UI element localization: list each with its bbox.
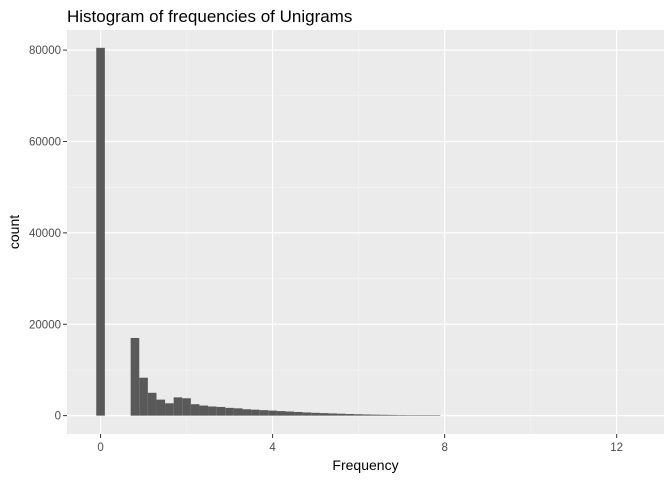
x-axis-title: Frequency — [332, 457, 398, 473]
plot-panel — [67, 30, 664, 434]
x-tick-label: 4 — [269, 442, 276, 454]
histogram-bar — [225, 407, 234, 416]
y-axis: 0 20000 40000 60000 80000 — [29, 45, 67, 423]
histogram-bar — [147, 392, 157, 416]
y-tick-label: 40000 — [29, 228, 61, 240]
x-tick-label: 8 — [441, 442, 447, 454]
y-tick-label: 20000 — [29, 319, 61, 331]
histogram-bar — [233, 408, 243, 416]
histogram-bar — [165, 403, 174, 416]
histogram-bar — [182, 398, 191, 416]
histogram-bar — [276, 411, 286, 416]
y-axis-title: count — [6, 215, 22, 249]
histogram-bar — [208, 406, 217, 416]
histogram-bar — [423, 415, 432, 416]
y-tick-label: 60000 — [29, 136, 61, 148]
y-tick-label: 80000 — [29, 45, 61, 57]
chart-title: Histogram of frequencies of Unigrams — [67, 7, 352, 26]
histogram-bar — [354, 414, 363, 416]
histogram-bar — [216, 406, 226, 416]
histogram-bar — [139, 377, 148, 416]
histogram-bar — [431, 415, 441, 416]
histogram-bar — [251, 409, 260, 416]
histogram-bar — [311, 412, 320, 416]
histogram-bar — [259, 410, 269, 416]
histogram-bar — [302, 412, 312, 416]
x-tick-label: 12 — [610, 442, 623, 454]
x-axis: 0 4 8 12 — [97, 434, 623, 454]
histogram-bar — [388, 414, 398, 416]
histogram-bar — [156, 399, 166, 416]
histogram-bar — [190, 404, 200, 416]
histogram-bar — [405, 415, 415, 416]
histogram-bar — [199, 405, 209, 416]
histogram-bar — [294, 411, 303, 416]
y-tick-label: 0 — [55, 411, 61, 423]
histogram-bar — [173, 397, 183, 416]
histogram-bar — [380, 414, 389, 416]
histogram-bar — [328, 413, 338, 416]
x-tick-label: 0 — [97, 442, 103, 454]
histogram-bar — [337, 413, 346, 416]
histogram-bars — [96, 47, 441, 416]
histogram-bar — [96, 47, 105, 416]
histogram-bar — [371, 414, 381, 416]
histogram-bar — [242, 409, 252, 416]
histogram-bar — [397, 415, 406, 416]
minor-gridlines — [67, 30, 664, 434]
histogram-bar — [319, 413, 329, 416]
histogram-bar — [414, 415, 424, 416]
histogram-bar — [362, 414, 372, 416]
histogram-bar — [130, 337, 140, 416]
histogram-bar — [285, 411, 295, 416]
histogram-bar — [345, 413, 355, 416]
histogram-bar — [268, 410, 277, 416]
